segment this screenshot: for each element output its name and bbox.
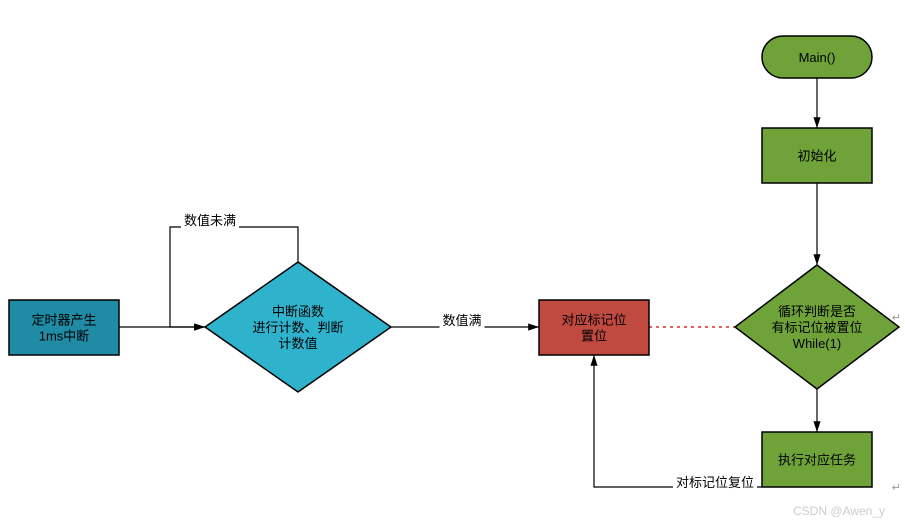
node-label-exec-0: 执行对应任务	[778, 453, 856, 468]
paragraph-mark: ↵	[892, 481, 901, 494]
node-label-setflag-0: 对应标记位	[561, 313, 626, 328]
edge-e_exec_setflag	[594, 355, 762, 487]
node-label-isr-2: 计数值	[278, 336, 317, 351]
node-label-init-0: 初始化	[797, 149, 836, 164]
watermark-text: CSDN @Awen_y	[793, 504, 885, 518]
paragraph-mark: ↵	[892, 311, 901, 324]
node-label-isr-0: 中断函数	[272, 304, 324, 319]
node-label-isr-1: 进行计数、判断	[252, 320, 343, 335]
node-label-loop-1: 有标记位被置位	[771, 320, 862, 335]
edge-label-e_isr_full: 数值满	[442, 313, 481, 328]
edge-label-e_isr_notfull: 数值未满	[184, 213, 236, 228]
node-label-loop-0: 循环判断是否	[778, 304, 856, 319]
node-label-timer-1: 1ms中断	[39, 329, 90, 344]
node-label-timer-0: 定时器产生	[31, 313, 96, 328]
node-label-main-0: Main()	[799, 50, 836, 65]
node-label-setflag-1: 置位	[581, 329, 607, 344]
flowchart-canvas: 数值未满数值满对标记位复位 定时器产生1ms中断 中断函数进行计数、判断计数值 对应标…	[0, 0, 905, 524]
node-label-loop-2: While(1)	[793, 336, 841, 351]
node-setflag	[539, 300, 649, 355]
node-timer	[9, 300, 119, 355]
edge-label-e_exec_setflag: 对标记位复位	[676, 475, 754, 490]
